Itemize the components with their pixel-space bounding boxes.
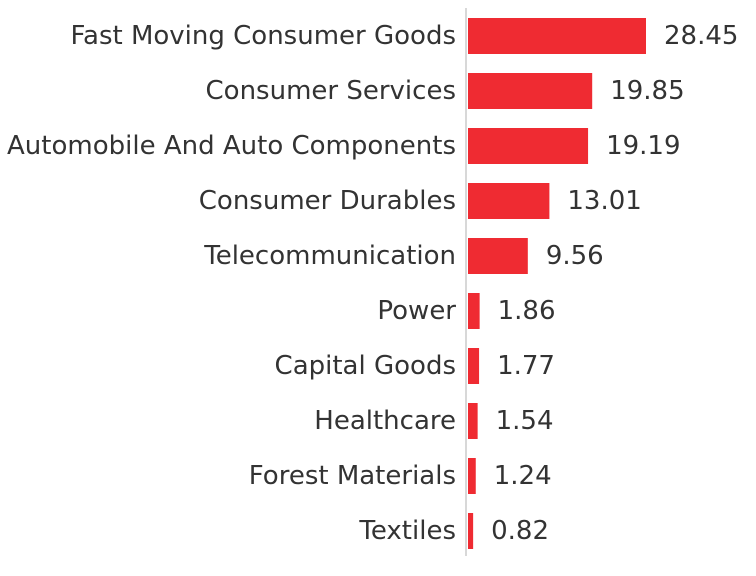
bar [468,458,476,494]
value-label: 1.86 [498,296,556,326]
value-label: 1.77 [497,351,555,381]
category-label: Power [377,296,456,326]
category-label: Automobile And Auto Components [7,131,456,161]
bar [468,73,593,109]
category-label: Consumer Services [206,76,456,106]
bar [468,403,478,439]
bar [468,18,646,54]
category-label: Consumer Durables [199,186,456,216]
bar [468,128,589,164]
value-label: 1.24 [494,461,552,491]
category-label: Textiles [358,516,456,546]
category-label: Telecommunication [203,241,456,271]
bar [468,293,480,329]
bar [468,183,550,219]
bar [468,513,474,549]
value-label: 13.01 [567,186,641,216]
bar [468,348,480,384]
category-label: Forest Materials [249,461,456,491]
value-label: 19.85 [610,76,684,106]
bar [468,238,528,274]
category-label: Fast Moving Consumer Goods [70,21,456,51]
value-label: 0.82 [491,516,549,546]
value-label: 1.54 [496,406,554,436]
category-label: Capital Goods [275,351,456,381]
value-label: 19.19 [606,131,680,161]
value-label: 28.45 [664,21,738,51]
value-label: 9.56 [546,241,604,271]
category-label: Healthcare [314,406,456,436]
